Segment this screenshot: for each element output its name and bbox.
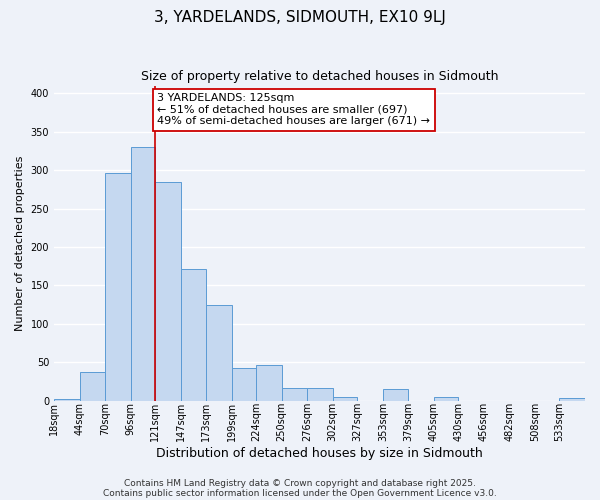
Y-axis label: Number of detached properties: Number of detached properties bbox=[15, 156, 25, 331]
Text: 3 YARDELANDS: 125sqm
← 51% of detached houses are smaller (697)
49% of semi-deta: 3 YARDELANDS: 125sqm ← 51% of detached h… bbox=[157, 93, 430, 126]
Title: Size of property relative to detached houses in Sidmouth: Size of property relative to detached ho… bbox=[141, 70, 498, 83]
Text: 3, YARDELANDS, SIDMOUTH, EX10 9LJ: 3, YARDELANDS, SIDMOUTH, EX10 9LJ bbox=[154, 10, 446, 25]
Text: Contains public sector information licensed under the Open Government Licence v3: Contains public sector information licen… bbox=[103, 488, 497, 498]
Bar bbox=[256, 366, 282, 400]
X-axis label: Distribution of detached houses by size in Sidmouth: Distribution of detached houses by size … bbox=[156, 447, 483, 460]
Bar bbox=[54, 399, 80, 400]
Bar bbox=[155, 182, 181, 400]
Bar bbox=[131, 147, 155, 401]
Bar bbox=[282, 388, 307, 400]
Bar bbox=[434, 397, 458, 400]
Bar bbox=[181, 270, 206, 400]
Bar bbox=[559, 398, 585, 400]
Bar bbox=[105, 173, 131, 400]
Bar bbox=[307, 388, 333, 400]
Bar bbox=[383, 389, 409, 400]
Text: Contains HM Land Registry data © Crown copyright and database right 2025.: Contains HM Land Registry data © Crown c… bbox=[124, 478, 476, 488]
Bar bbox=[80, 372, 105, 400]
Bar bbox=[333, 397, 358, 400]
Bar bbox=[232, 368, 256, 400]
Bar bbox=[206, 304, 232, 400]
